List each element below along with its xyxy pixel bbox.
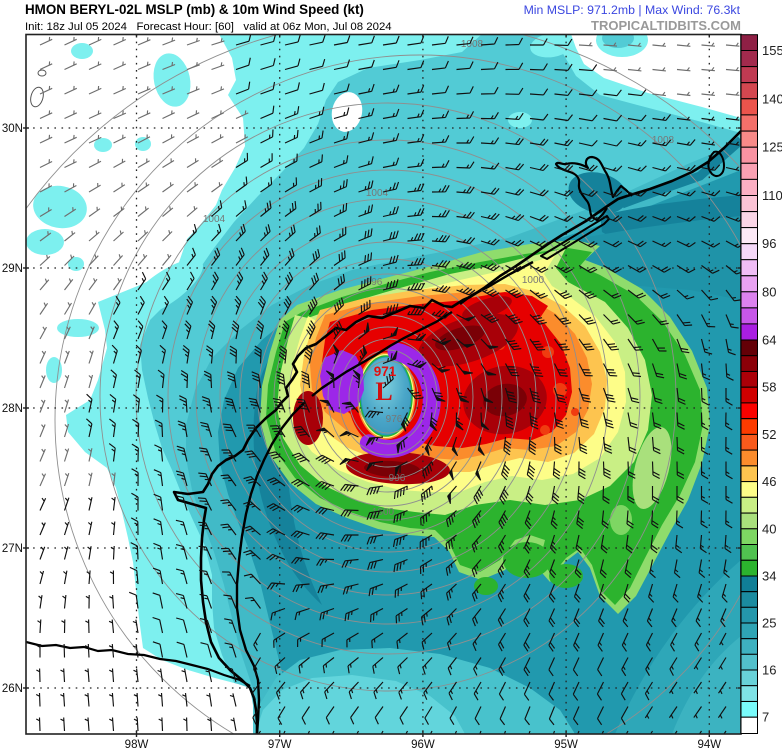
svg-text:29N: 29N [2,263,23,275]
svg-text:1008: 1008 [652,135,675,146]
svg-text:58: 58 [762,380,776,395]
svg-text:95W: 95W [554,739,578,750]
svg-text:96: 96 [762,236,776,251]
svg-text:1004: 1004 [203,214,226,225]
svg-text:40: 40 [762,521,776,536]
svg-text:16: 16 [762,663,776,678]
svg-text:27N: 27N [2,543,23,555]
svg-text:98W: 98W [125,739,149,750]
svg-text:996: 996 [389,473,406,484]
svg-text:46: 46 [762,474,776,489]
svg-text:L: L [375,377,392,406]
svg-text:26N: 26N [2,683,23,695]
svg-text:97W: 97W [268,739,292,750]
svg-text:976: 976 [386,414,403,425]
svg-text:1000: 1000 [522,275,545,286]
svg-text:1008: 1008 [461,39,484,50]
svg-text:110: 110 [762,188,782,203]
svg-text:94W: 94W [697,739,721,750]
svg-text:80: 80 [762,284,776,299]
svg-text:64: 64 [762,333,776,348]
svg-text:1004: 1004 [366,188,389,199]
svg-text:30N: 30N [2,123,23,135]
svg-text:971: 971 [374,364,397,379]
svg-text:TROPICALTIDBITS.COM: TROPICALTIDBITS.COM [591,18,741,33]
svg-text:1000: 1000 [372,507,395,518]
svg-text:52: 52 [762,427,776,442]
svg-text:Init: 18z Jul 05 2024 Foreca: Init: 18z Jul 05 2024 Forecast Hour: [60… [25,21,392,33]
svg-text:28N: 28N [2,403,23,415]
svg-text:96W: 96W [411,739,435,750]
svg-text:7: 7 [762,710,769,725]
svg-text:25: 25 [762,616,776,631]
svg-text:125: 125 [762,140,782,155]
svg-text:Min MSLP: 971.2mb | Max Wind:: Min MSLP: 971.2mb | Max Wind: 76.3kt [524,3,741,17]
svg-text:HMON BERYL-02L MSLP (mb) & 10m: HMON BERYL-02L MSLP (mb) & 10m Wind Spee… [25,2,364,17]
svg-text:140: 140 [762,91,782,106]
svg-text:155: 155 [762,43,782,58]
svg-text:996: 996 [366,277,383,288]
svg-text:34: 34 [762,569,776,584]
